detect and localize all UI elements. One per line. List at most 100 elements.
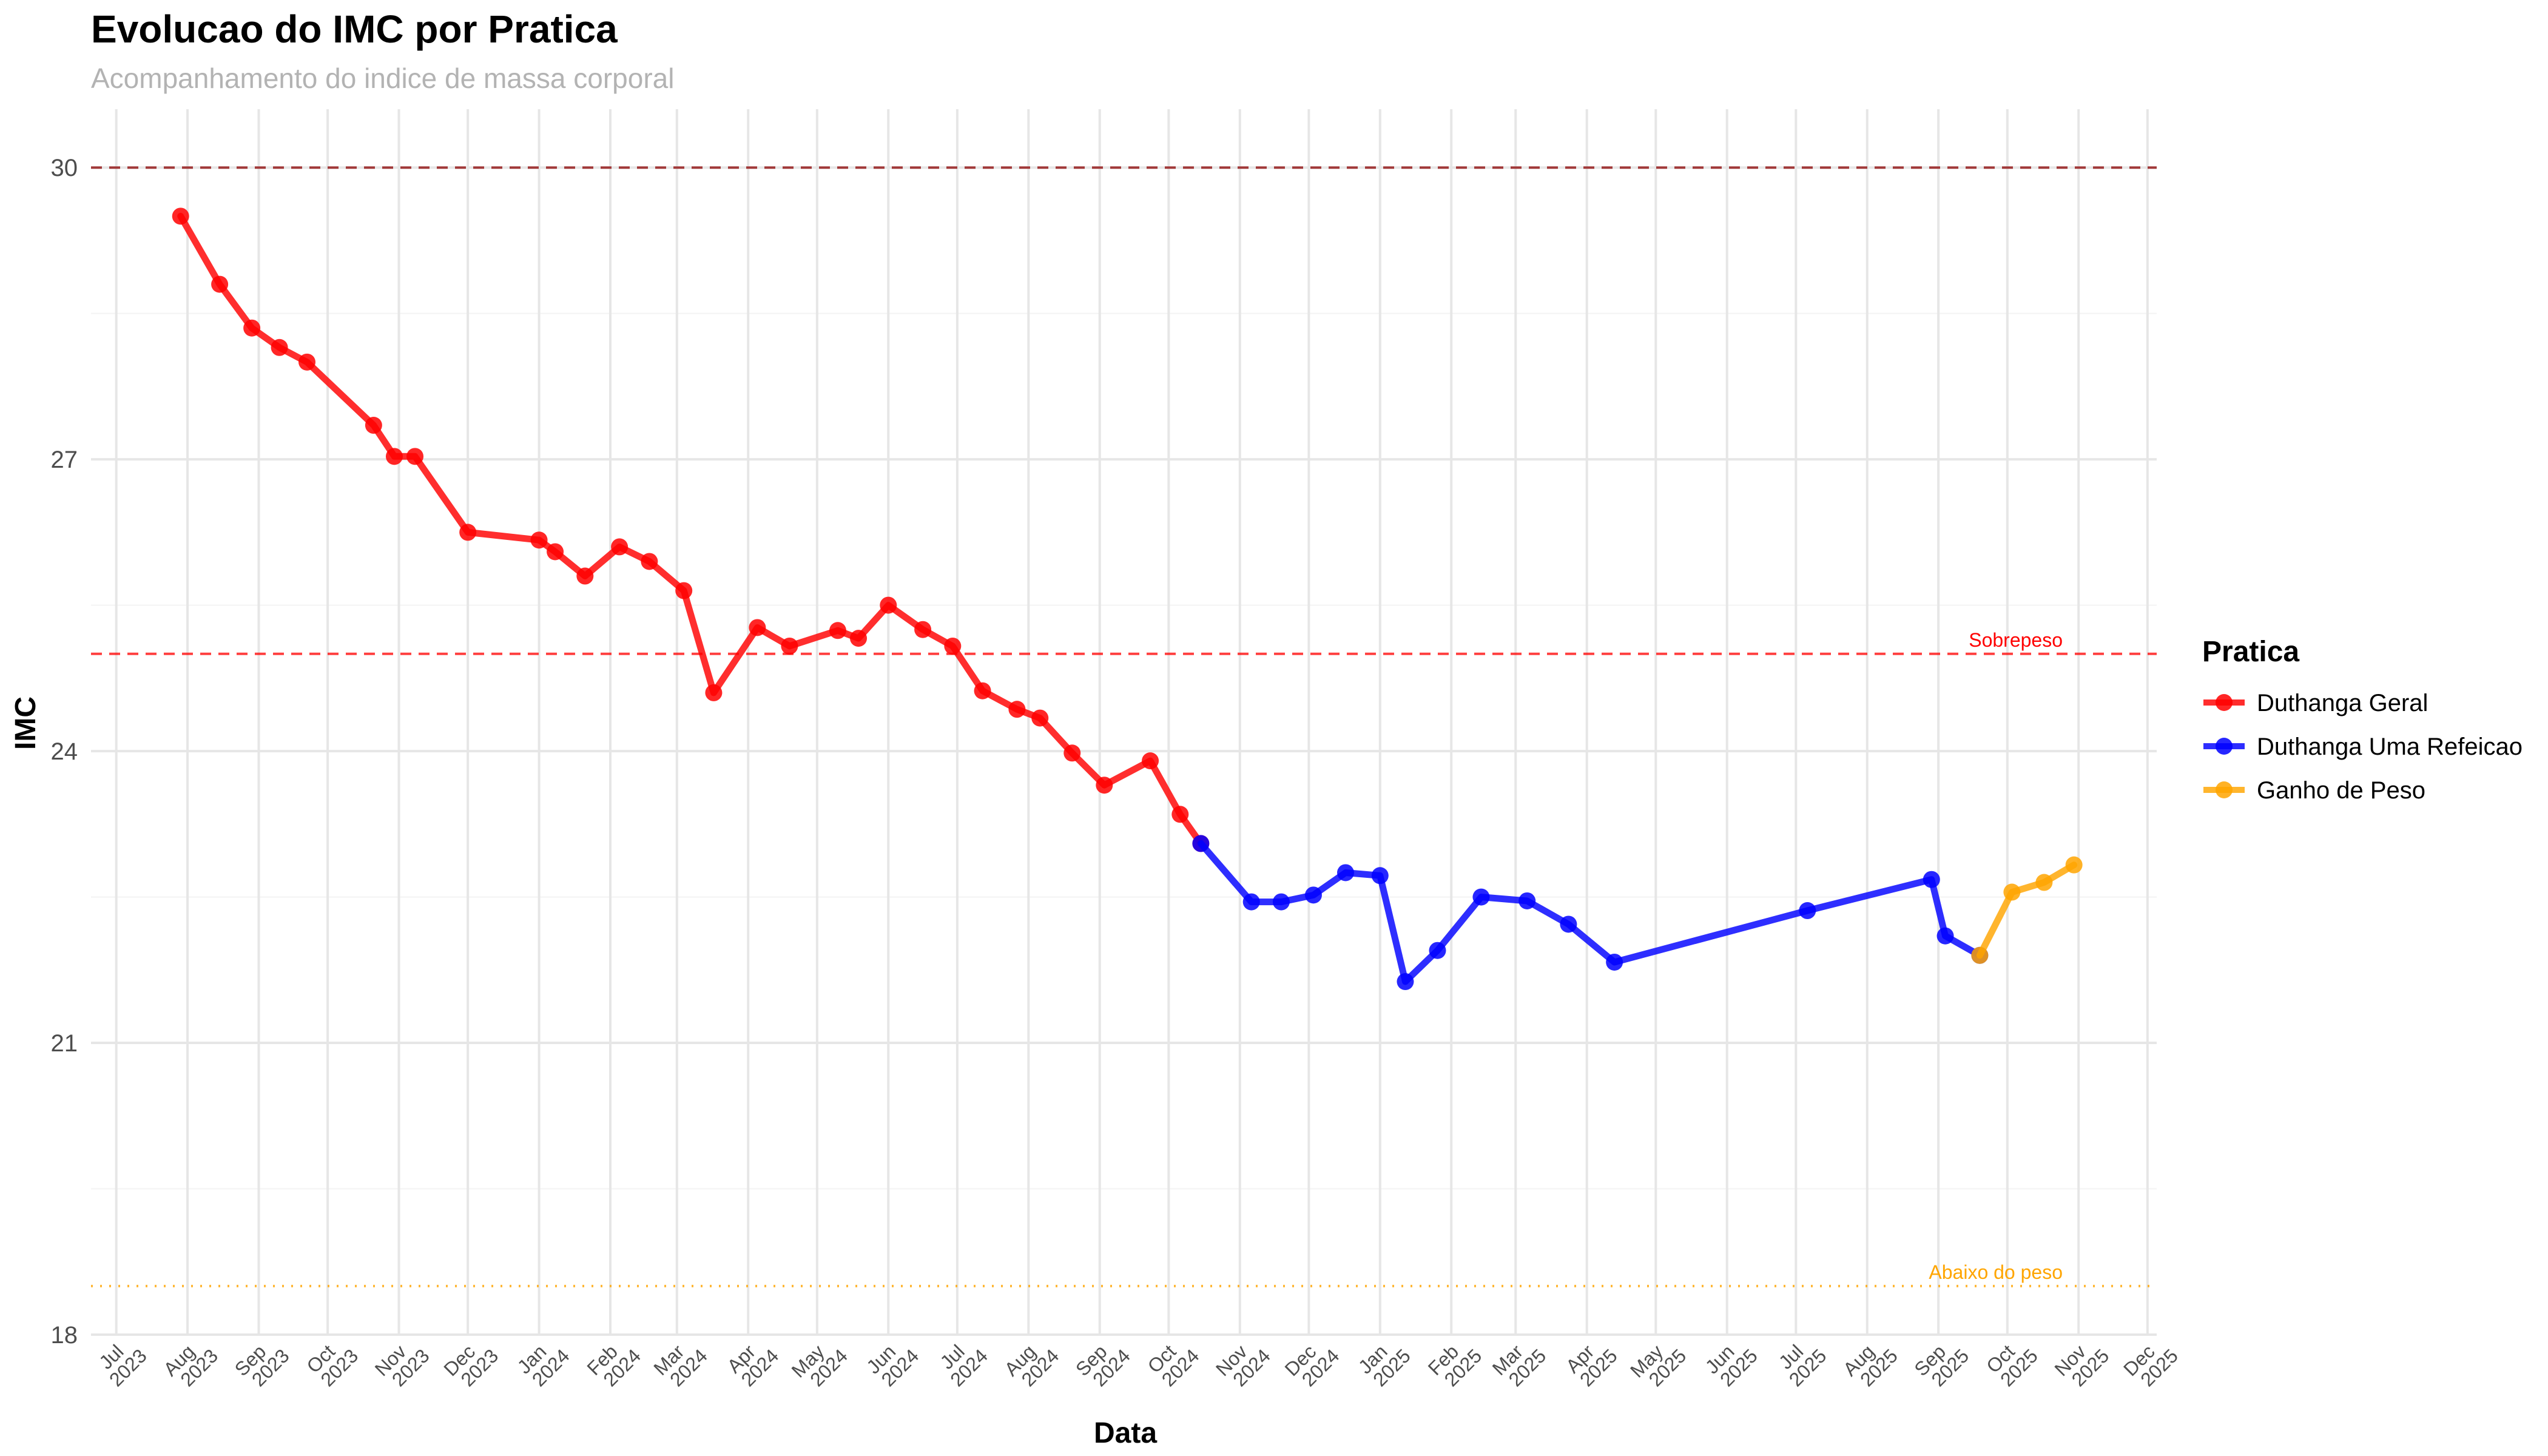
data-point [1397, 973, 1414, 991]
data-point [749, 619, 766, 636]
data-point [781, 637, 798, 655]
gridlines [91, 109, 2157, 1336]
data-point [243, 319, 261, 337]
x-tick-label: Jan2025 [1354, 1331, 1415, 1392]
data-point [2065, 856, 2083, 874]
series-line [1976, 861, 2078, 959]
y-axis-title: IMC [10, 696, 42, 750]
data-point [530, 531, 548, 549]
x-tick-label: Jan2024 [513, 1331, 574, 1392]
reference-label: Abaixo do peso [1929, 1261, 2063, 1283]
series-line [177, 212, 1204, 847]
data-point [1242, 893, 1260, 911]
y-tick-label: 18 [51, 1322, 78, 1349]
x-tick-label: Nov2023 [371, 1331, 434, 1394]
x-tick-label: Sep2024 [1071, 1331, 1134, 1394]
data-point [850, 630, 868, 647]
x-tick-label: Mar2025 [1488, 1331, 1551, 1394]
x-tick-label: Feb2024 [582, 1331, 645, 1394]
data-point [611, 538, 629, 556]
data-point [406, 448, 424, 465]
data-point [1606, 953, 1623, 971]
legend-key-point [2216, 781, 2233, 798]
data-point [298, 353, 316, 371]
data-point [1008, 701, 1026, 718]
x-tick-label: Apr2025 [1562, 1331, 1622, 1391]
data-point [1971, 946, 1989, 964]
data-point [1923, 871, 1940, 888]
legend-title: Pratica [2202, 636, 2299, 668]
data-point [705, 684, 723, 701]
reference-label: Sobrepeso [1969, 629, 2063, 651]
data-point [1142, 752, 1159, 770]
data-point [641, 553, 658, 570]
data-point [365, 417, 382, 434]
series-line [1197, 840, 1983, 985]
data-point [1192, 835, 1210, 852]
data-point [1371, 867, 1389, 885]
data-point [974, 682, 991, 699]
x-tick-label: Oct2023 [302, 1331, 362, 1391]
x-tick-label: Dec2025 [2119, 1331, 2182, 1394]
data-point [1063, 744, 1081, 762]
legend-label: Ganho de Peso [2257, 777, 2425, 804]
data-point [211, 275, 229, 293]
x-tick-label: Apr2024 [723, 1331, 783, 1391]
chart-subtitle: Acompanhamento do indice de massa corpor… [91, 62, 674, 94]
x-tick-label: Nov2024 [1212, 1331, 1275, 1394]
data-point [944, 637, 962, 655]
data-point [1096, 777, 1113, 794]
data-point [547, 543, 564, 561]
data-point [880, 596, 897, 614]
data-point [2035, 874, 2053, 891]
data-point [829, 622, 846, 639]
reference-lines: Sobrepeso Abaixo do peso [91, 166, 2157, 1287]
x-tick-label: Oct2024 [1144, 1331, 1204, 1391]
x-tick-label: May2025 [1626, 1331, 1690, 1395]
x-tick-label: Jul2023 [91, 1331, 150, 1390]
data-point [1304, 886, 1322, 904]
y-tick-label: 24 [51, 738, 78, 765]
data-point [1472, 888, 1490, 906]
data-point [1518, 892, 1536, 909]
data-point [1936, 927, 1954, 945]
data-point [1429, 942, 1446, 959]
data-point [271, 339, 288, 356]
legend-key-point [2216, 738, 2233, 755]
x-tick-label: Mar2024 [649, 1331, 712, 1394]
y-tick-label: 21 [51, 1030, 78, 1057]
x-tick-label: Sep2023 [231, 1331, 294, 1394]
data-point [459, 524, 477, 541]
x-tick-label: Aug2024 [1000, 1331, 1063, 1394]
x-tick-label: Dec2023 [439, 1331, 502, 1394]
data-point [385, 448, 403, 465]
y-tick-label: 30 [51, 155, 78, 181]
data-point [1031, 709, 1049, 727]
x-tick-label: Jun2024 [862, 1331, 923, 1392]
data-point [675, 582, 693, 599]
x-tick-label: Jul2025 [1771, 1331, 1830, 1390]
data-point [1560, 915, 1577, 933]
x-tick-label: Jul2024 [932, 1331, 992, 1390]
data-point [1171, 806, 1189, 823]
y-tick-label: 27 [51, 447, 78, 473]
x-tick-label: Aug2025 [1839, 1331, 1902, 1394]
y-axis-ticks: 18 21 24 27 30 [51, 155, 78, 1349]
x-tick-label: May2024 [787, 1331, 852, 1395]
x-tick-label: Aug2023 [159, 1331, 222, 1394]
data-point [2003, 883, 2021, 901]
data-point [576, 567, 594, 585]
data-point [172, 207, 189, 225]
chart-title: Evolucao do IMC por Pratica [91, 7, 618, 51]
x-axis-ticks: Jul2023 Aug2023 Sep2023 Oct2023 Nov2023 Dec20… [91, 1331, 2182, 1395]
data-point [1799, 902, 1816, 920]
data-point [1336, 864, 1354, 881]
x-axis-title: Data [1094, 1417, 1157, 1449]
x-tick-label: Feb2025 [1424, 1331, 1486, 1394]
legend-key-point [2216, 694, 2233, 711]
legend: Pratica Duthanga Geral Duthanga Uma Refei… [2202, 636, 2523, 804]
x-tick-label: Dec2024 [1281, 1331, 1344, 1394]
data-point [1272, 893, 1290, 911]
series-layer [172, 207, 2083, 991]
